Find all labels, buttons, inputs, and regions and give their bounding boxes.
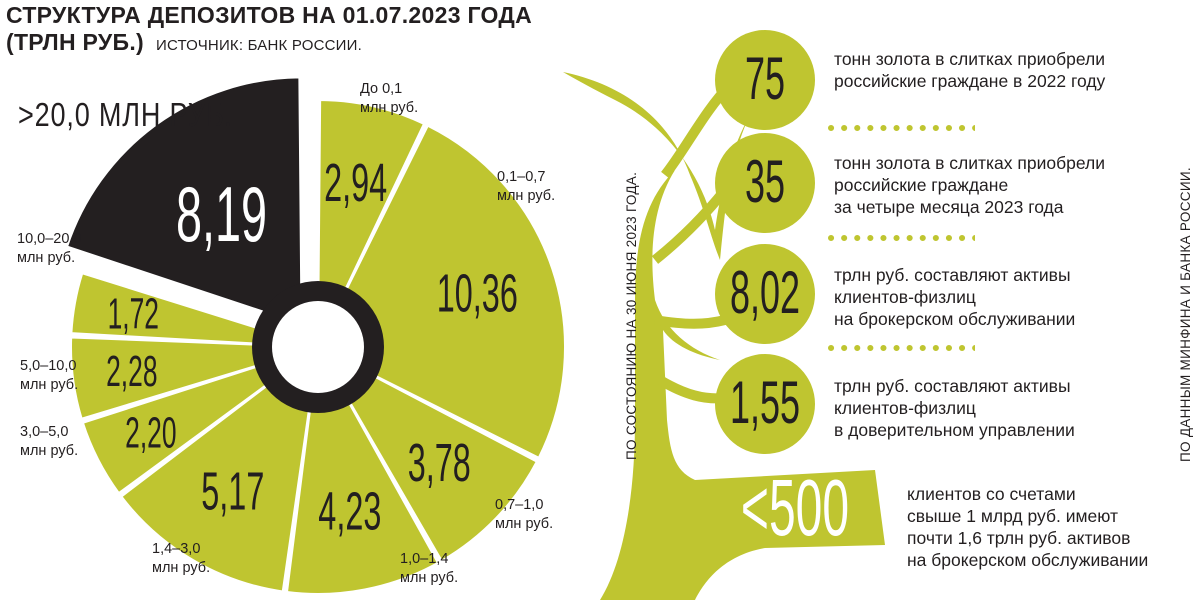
pie-center-ring-inner — [272, 301, 364, 393]
pie-value-label-9: 8,19 — [176, 171, 267, 258]
fact-circle-1 — [715, 30, 815, 130]
fact-circle-2 — [715, 133, 815, 233]
fact-circle-3 — [715, 244, 815, 344]
as-of-note: ПО СОСТОЯНИЮ НА 30 ИЮНЯ 2023 ГОДА. — [624, 171, 639, 460]
pie-slice-6 — [81, 346, 319, 495]
slice-label-0-1-0-7: 0,1–0,7 млн руб. — [497, 169, 556, 204]
pie-value-label-5: 5,17 — [201, 462, 264, 521]
tree-graphic — [563, 30, 975, 600]
pie-value-label-1: 2,94 — [324, 154, 387, 213]
tree-branch-4 — [657, 375, 726, 404]
pie-value-label-4: 4,23 — [318, 482, 381, 541]
pie-slice-5 — [119, 344, 320, 593]
chart-title: СТРУКТУРА ДЕПОЗИТОВ НА 01.07.2023 ГОДА (… — [6, 2, 532, 59]
pie-slice-2 — [316, 124, 566, 460]
title-line-2: (ТРЛН РУБ.) — [6, 29, 144, 55]
pie-value-labels: 2,94 10,36 3,78 4,23 5,17 2,20 2,28 1,72 8,19 — [106, 154, 518, 542]
slice-label-10-0-20-0: 10,0–20,0 млн руб. — [17, 231, 82, 266]
slice-label-over-20: >20,0 МЛН РУБ. — [18, 96, 233, 133]
fact-text-1: тонн золота в слитках приобрели российск… — [834, 49, 1106, 91]
tree-trunk — [600, 170, 885, 600]
pie-value-label-3: 3,78 — [408, 434, 471, 493]
slice-label-upto-0-1: До 0,1 млн руб. — [360, 81, 419, 116]
slice-label-3-0-5-0: 3,0–5,0 млн руб. — [20, 424, 79, 459]
slice-label-0-7-1-0: 0,7–1,0 млн руб. — [495, 497, 554, 532]
fact-value-4: 1,55 — [729, 369, 801, 436]
slice-label-1-0-1-4: 1,0–1,4 млн руб. — [400, 551, 459, 586]
tree-branch-2 — [651, 186, 729, 264]
pie-slice-1 — [317, 99, 426, 348]
dotted-separators — [828, 125, 975, 351]
fact-value-2: 35 — [744, 148, 786, 215]
fact-circles — [715, 30, 815, 454]
fact-circle-4 — [715, 354, 815, 454]
pie-value-label-8: 1,72 — [108, 289, 159, 339]
bottom-fact-text: клиентов со счетами свыше 1 млрд руб. им… — [907, 484, 1149, 570]
fact-text-3: трлн руб. составляют активы клиентов-физ… — [834, 265, 1076, 329]
deposit-pie-chart: 2,94 10,36 3,78 4,23 5,17 2,20 2,28 1,72 8,19 — [65, 76, 566, 595]
slice-label-5-0-10-0: 5,0–10,0 млн руб. — [20, 358, 79, 393]
fact-text-4: трлн руб. составляют активы клиентов-физ… — [834, 376, 1075, 440]
pie-value-label-2: 10,36 — [437, 264, 518, 323]
fact-value-1: 75 — [744, 45, 786, 112]
pie-slice-3 — [315, 344, 539, 563]
data-source-note: ПО ДАННЫМ МИНФИНА И БАНКА РОССИИ. — [1178, 167, 1193, 462]
tree-branch-3 — [654, 315, 727, 329]
slice-label-1-4-3-0: 1,4–3,0 млн руб. — [152, 541, 211, 576]
pie-slice-9 — [65, 76, 303, 326]
pie-value-label-6: 2,20 — [125, 408, 176, 458]
source-note: ИСТОЧНИК: БАНК РОССИИ. — [155, 37, 362, 54]
fact-text-2: тонн золота в слитках приобрели российск… — [834, 153, 1105, 217]
pie-value-label-7: 2,28 — [106, 346, 157, 396]
fact-value-3: 8,02 — [729, 259, 801, 326]
bottom-fact-value: <500 — [740, 463, 850, 552]
title-line-1: СТРУКТУРА ДЕПОЗИТОВ НА 01.07.2023 ГОДА — [6, 2, 533, 28]
